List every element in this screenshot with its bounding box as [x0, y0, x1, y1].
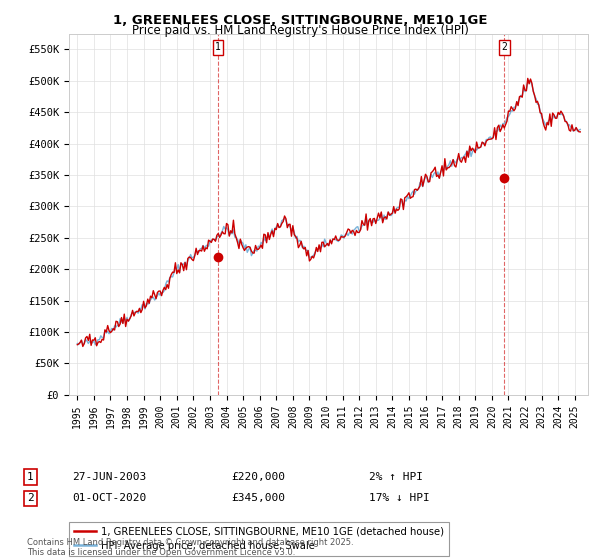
Text: 1, GREENLEES CLOSE, SITTINGBOURNE, ME10 1GE: 1, GREENLEES CLOSE, SITTINGBOURNE, ME10 …: [113, 14, 487, 27]
Text: 2: 2: [27, 493, 34, 503]
Text: Contains HM Land Registry data © Crown copyright and database right 2025.
This d: Contains HM Land Registry data © Crown c…: [27, 538, 353, 557]
Text: 01-OCT-2020: 01-OCT-2020: [72, 493, 146, 503]
Legend: 1, GREENLEES CLOSE, SITTINGBOURNE, ME10 1GE (detached house), HPI: Average price: 1, GREENLEES CLOSE, SITTINGBOURNE, ME10 …: [69, 522, 449, 556]
Text: 17% ↓ HPI: 17% ↓ HPI: [369, 493, 430, 503]
Text: 2% ↑ HPI: 2% ↑ HPI: [369, 472, 423, 482]
Text: 27-JUN-2003: 27-JUN-2003: [72, 472, 146, 482]
Text: Price paid vs. HM Land Registry's House Price Index (HPI): Price paid vs. HM Land Registry's House …: [131, 24, 469, 37]
Text: £220,000: £220,000: [231, 472, 285, 482]
Text: 1: 1: [27, 472, 34, 482]
Text: £345,000: £345,000: [231, 493, 285, 503]
Text: 2: 2: [502, 43, 507, 53]
Text: 1: 1: [215, 43, 221, 53]
